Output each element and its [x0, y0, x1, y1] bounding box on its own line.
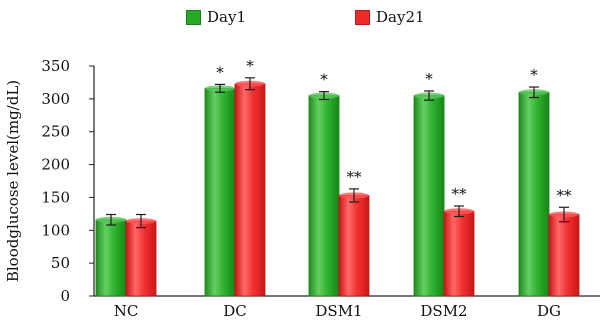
legend-label-day21: Day21 — [376, 8, 425, 26]
x-tick-label: NC — [114, 302, 139, 320]
legend-label-day1: Day1 — [207, 8, 246, 26]
day21-bar — [338, 195, 370, 297]
x-tick-label: DG — [537, 302, 561, 320]
day21-bar — [548, 214, 580, 297]
x-tick-label: DSM1 — [315, 302, 362, 320]
significance-marker: ** — [452, 185, 468, 203]
annotations: * * * ****** ** — [216, 57, 572, 204]
significance-marker: * — [216, 63, 224, 81]
bars — [95, 80, 580, 297]
y-tick-label: 150 — [41, 188, 70, 206]
y-tick-label: 350 — [41, 57, 70, 75]
y-tick-label: 200 — [41, 156, 70, 174]
significance-marker: * — [425, 70, 433, 88]
legend-swatch-day21 — [355, 9, 370, 25]
significance-marker: * — [320, 71, 328, 89]
y-tick-label: 100 — [41, 221, 70, 239]
significance-marker: ** — [557, 186, 573, 204]
legend-item-day21: Day21 — [355, 8, 425, 26]
day1-bar — [95, 219, 127, 297]
significance-marker: * — [246, 57, 254, 75]
legend-swatch-day1 — [186, 9, 201, 25]
day1-bar — [413, 95, 445, 297]
day21-bar — [234, 83, 266, 297]
y-tick-label: 50 — [51, 254, 70, 272]
legend: Day1 Day21 — [0, 8, 601, 32]
error-bars — [106, 77, 569, 229]
legend-item-day1: Day1 — [186, 8, 246, 26]
y-tick-label: 250 — [41, 123, 70, 141]
x-tick-label: DSM2 — [420, 302, 467, 320]
y-axis-label: Bloodglucose level(mg/dL) — [4, 80, 22, 282]
day1-bar — [204, 87, 236, 297]
significance-marker: * — [530, 66, 538, 84]
significance-marker: ** — [347, 168, 363, 186]
y-tick-label: 300 — [41, 90, 70, 108]
day21-bar — [125, 220, 157, 297]
x-tick-label: DC — [223, 302, 247, 320]
y-tick-label: 0 — [60, 287, 70, 305]
day1-bar — [518, 91, 550, 297]
tick-labels: 0 50 100 150 200 250 300 350 NC DC DSM1 DSM2 DG — [41, 57, 561, 320]
day21-bar — [443, 210, 475, 297]
day1-bar — [308, 95, 340, 297]
